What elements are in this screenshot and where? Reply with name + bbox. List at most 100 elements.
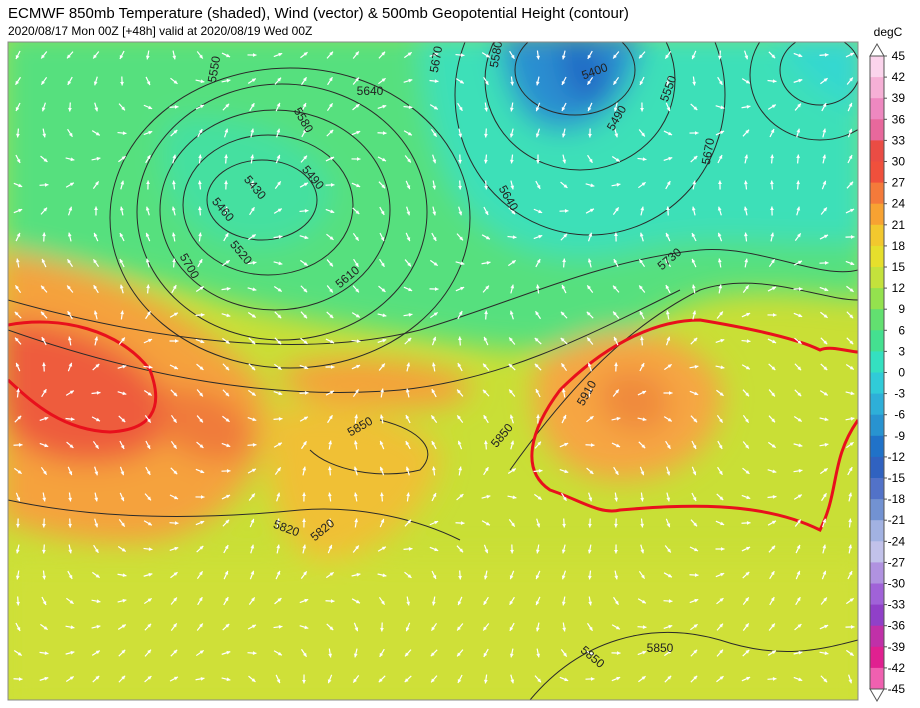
wind-arrow-head <box>535 549 540 554</box>
wind-arrow-head <box>43 470 47 475</box>
wind-arrow-head <box>69 444 74 448</box>
wind-arrow-head <box>586 311 591 316</box>
wind-arrow-head <box>379 466 384 471</box>
colorbar-label: -24 <box>888 534 906 548</box>
contour-label: 5550 <box>205 55 223 84</box>
colorbar-band <box>870 140 884 162</box>
wind-arrow-head <box>641 182 646 186</box>
wind-arrow-head <box>276 154 281 159</box>
wind-arrow-head <box>536 653 541 658</box>
wind-arrow-head <box>718 444 723 449</box>
wind-arrow-head <box>772 469 777 474</box>
wind-arrow-head <box>484 80 489 85</box>
wind-arrow-head <box>483 336 488 341</box>
contour-label: 5670 <box>699 137 717 166</box>
wind-arrow-head <box>486 494 491 499</box>
wind-arrow-head <box>744 154 749 159</box>
wind-arrow-head <box>717 206 722 211</box>
wind-arrow-head <box>614 600 619 605</box>
wind-arrow-head <box>41 54 45 59</box>
wind-arrow-head <box>823 78 828 82</box>
wind-arrow-head <box>691 206 696 211</box>
wind-arrow-head <box>667 548 671 553</box>
wind-arrow-head <box>173 444 177 449</box>
wind-arrow-head <box>15 549 20 554</box>
wind-arrow-head <box>798 468 803 473</box>
colorbar-band <box>870 161 884 184</box>
wind-arrow-head <box>824 442 829 447</box>
wind-arrow-head <box>694 391 699 396</box>
wind-arrow-head <box>93 285 98 290</box>
wind-arrow-head <box>590 183 595 188</box>
wind-arrow-head <box>720 105 725 110</box>
wind-arrow-head <box>353 440 358 445</box>
wind-arrow-head <box>666 206 670 211</box>
wind-arrow-head <box>642 417 647 422</box>
colorbar-band <box>870 267 884 289</box>
wind-arrow-head <box>302 544 307 549</box>
wind-arrow-head <box>15 362 20 367</box>
wind-arrow-head <box>510 185 515 190</box>
wind-arrow-head <box>745 649 750 654</box>
wind-arrow-head <box>665 285 670 290</box>
wind-arrow-head <box>224 545 229 550</box>
wind-arrow-head <box>198 259 203 264</box>
wind-arrow-head <box>147 649 151 654</box>
wind-arrow-head <box>691 258 696 263</box>
wind-arrow-head <box>330 156 335 161</box>
wind-arrow-head <box>823 678 828 683</box>
wind-arrow-head <box>483 159 488 164</box>
wind-arrow-head <box>640 471 645 476</box>
wind-arrow-head <box>226 469 231 473</box>
wind-arrow-head <box>67 311 72 316</box>
wind-arrow-head <box>745 79 750 84</box>
wind-arrow-head <box>694 598 699 603</box>
wind-arrow-head <box>849 652 854 656</box>
wind-arrow-head <box>173 623 177 628</box>
wind-arrow-head <box>694 547 699 552</box>
wind-arrow-head <box>69 182 74 187</box>
wind-arrow-head <box>719 311 723 316</box>
wind-arrow-head <box>146 180 150 185</box>
wind-arrow-head <box>823 340 828 345</box>
wind-arrow-head <box>40 311 45 316</box>
wind-arrow-head <box>406 492 411 497</box>
wind-arrow-head <box>537 496 542 500</box>
wind-arrow-head <box>459 79 464 84</box>
wind-arrow-head <box>718 80 723 85</box>
wind-arrow-head <box>408 105 413 110</box>
wind-arrow-head <box>822 128 827 133</box>
wind-arrow-head <box>460 286 465 291</box>
wind-arrow-head <box>173 392 178 397</box>
colorbar-band <box>870 182 884 205</box>
colorbar-band <box>870 414 884 437</box>
wind-arrow-head <box>797 519 801 524</box>
wind-arrow-head <box>330 183 335 187</box>
wind-arrow-head <box>745 571 750 576</box>
wind-arrow-head <box>796 180 800 185</box>
wind-arrow-head <box>121 418 126 423</box>
wind-arrow-head <box>329 572 334 576</box>
colorbar-band <box>870 203 884 226</box>
wind-arrow-head <box>719 496 724 501</box>
wind-arrow-head <box>534 337 539 342</box>
wind-arrow-head <box>94 497 99 502</box>
colorbar-label: -27 <box>888 555 906 569</box>
wind-arrow-head <box>562 496 567 501</box>
wind-arrow-head <box>404 678 409 683</box>
wind-arrow-head <box>642 390 647 395</box>
wind-arrow-head <box>42 575 47 580</box>
5880-contour <box>8 318 858 533</box>
wind-arrow-head <box>640 107 644 112</box>
wind-arrow-head <box>199 54 203 59</box>
wind-arrow-head <box>42 601 47 606</box>
wind-arrow-head <box>771 545 776 550</box>
wind-arrow-head <box>666 444 671 449</box>
wind-arrow-head <box>330 339 335 344</box>
wind-arrow-head <box>691 284 696 289</box>
wind-arrow-head <box>588 158 593 163</box>
wind-arrow-head <box>720 365 725 370</box>
wind-arrow-head <box>535 575 540 580</box>
wind-arrow-head <box>68 471 73 476</box>
colorbar-band <box>870 541 884 563</box>
